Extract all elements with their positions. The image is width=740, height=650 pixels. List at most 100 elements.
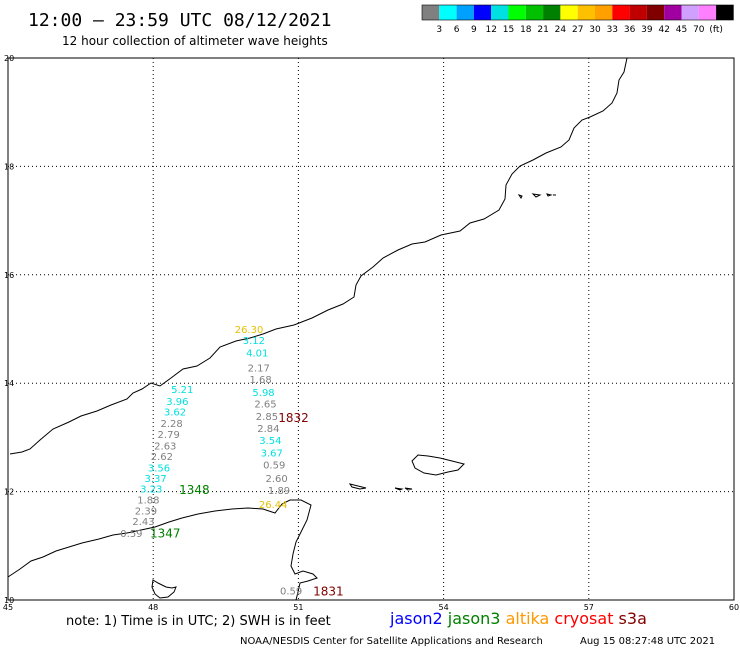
scale-label: 18: [520, 25, 532, 35]
somalia-inland-blob: [151, 579, 177, 599]
scale-swatch: [473, 5, 492, 20]
scale-swatch: [577, 5, 595, 20]
scale-label: (ft): [709, 25, 723, 35]
wave-height-color-scale: 3 6 9 12 15 18 21 24 27 30 33 36 39 42 45 70 (ft): [421, 4, 734, 35]
credit-text: NOAA/NESDIS Center for Satellite Applica…: [240, 636, 543, 647]
scale-label: 45: [676, 25, 687, 35]
wave-height-value: 2.17: [248, 363, 270, 374]
scale-swatch: [612, 5, 630, 20]
wave-height-value: 3.67: [261, 448, 283, 459]
units-note: note: 1) Time is in UTC; 2) SWH is in fe…: [66, 614, 331, 629]
wave-height-value: 4.01: [246, 349, 268, 360]
wave-height-observations: 26.303.12 4.01 2.171.68 5.21 5.98 3.96 2.65 3.6…: [120, 325, 302, 598]
wave-height-value: 2.65: [254, 400, 276, 411]
scale-label: 6: [454, 25, 460, 35]
lon-tick-label: 60: [729, 603, 739, 612]
pass-time-label: 1347: [150, 527, 181, 541]
lon-tick-label: 54: [439, 603, 449, 612]
wave-height-value: 2.85: [256, 412, 278, 423]
wave-height-value: 2.60: [265, 474, 287, 485]
lon-tick-label: 51: [293, 603, 303, 612]
scale-label: 21: [537, 25, 548, 35]
scale-label: 39: [641, 25, 653, 35]
wave-height-value: 3.56: [148, 464, 170, 475]
map-frame: [7, 57, 735, 601]
wave-height-value: 26.44: [259, 500, 288, 511]
wave-height-value: 3.23: [140, 485, 162, 496]
wave-height-value: 2.63: [154, 441, 176, 452]
scale-label: 42: [658, 25, 669, 35]
scale-swatch: [646, 5, 665, 20]
map-title: 12:00 – 23:59 UTC 08/12/2021: [28, 10, 331, 31]
abd-al-kuri-island: [348, 483, 367, 490]
wave-height-value: 0.59: [280, 587, 302, 598]
lat-tick-label: 16: [4, 271, 14, 280]
wave-height-value: 1.88: [137, 496, 159, 507]
scale-swatch: [525, 5, 544, 20]
satellite-cryosat: cryosat: [549, 609, 613, 628]
lon-tick-label: 45: [3, 603, 13, 612]
coastline: [7, 57, 628, 601]
scale-swatch: [543, 5, 561, 20]
scale-swatch: [491, 5, 509, 20]
pass-time-labels: 1348 1347 1832 1831: [150, 411, 344, 598]
lat-tick-label: 12: [4, 488, 14, 497]
scale-label: 30: [589, 25, 601, 35]
darsa-island: [394, 487, 404, 491]
scale-label: 12: [485, 25, 496, 35]
scale-label: 15: [503, 25, 514, 35]
wave-height-value: 2.39: [135, 506, 157, 517]
wave-height-value: 26.30: [235, 325, 264, 336]
scale-label: 3: [436, 25, 442, 35]
kuria-muria-island-1: [517, 194, 523, 199]
arabian-coastline: [9, 57, 628, 455]
scale-label: 27: [572, 25, 583, 35]
socotra-island: [411, 454, 465, 476]
lat-tick-label: 10: [4, 596, 14, 605]
scale-swatch: [595, 5, 613, 20]
wave-height-value: 3.96: [166, 397, 188, 408]
satellite-legend: jason2 jason3 altika cryosat s3a: [389, 609, 647, 628]
scale-label: 9: [471, 25, 477, 35]
lon-tick-label: 48: [148, 603, 158, 612]
scale-label: 36: [624, 25, 636, 35]
wave-height-value: 3.12: [243, 336, 265, 347]
wave-height-value: 5.98: [252, 388, 274, 399]
scale-swatch: [629, 5, 647, 20]
lon-tick-label: 57: [584, 603, 594, 612]
lat-tick-label: 18: [4, 162, 14, 171]
lat-tick-label: 14: [4, 379, 14, 388]
scale-label: 24: [555, 25, 567, 35]
kuria-muria-island-2: [531, 193, 542, 198]
scale-swatch: [422, 5, 440, 20]
somalia-coastline: [7, 499, 318, 601]
wave-height-value: 0.59: [120, 529, 142, 540]
wave-height-value: 2.84: [257, 424, 279, 435]
scale-swatch: [664, 5, 682, 20]
lat-tick-label: 20: [4, 54, 14, 63]
wave-height-value: 2.43: [132, 517, 154, 528]
scale-swatch: [698, 5, 717, 20]
scale-swatch: [716, 5, 734, 20]
pass-time-label: 1832: [278, 411, 309, 425]
map-subtitle: 12 hour collection of altimeter wave hei…: [62, 34, 328, 48]
wave-height-value: 5.21: [171, 385, 193, 396]
satellite-jason3: jason3: [443, 609, 501, 628]
scale-swatch: [456, 5, 474, 20]
wave-height-value: 1.68: [250, 375, 272, 386]
satellite-jason2: jason2: [389, 609, 443, 628]
kuria-muria-island-3: [546, 193, 553, 197]
wave-height-value: 3.37: [144, 474, 166, 485]
wave-height-value: 0.59: [263, 460, 285, 471]
pass-time-label: 1831: [313, 585, 344, 599]
scale-swatch: [681, 5, 699, 20]
scale-label: 33: [607, 25, 618, 35]
wave-height-value: 2.62: [151, 452, 173, 463]
scale-border: [421, 4, 734, 21]
wave-height-value: 2.28: [160, 419, 182, 430]
scale-label: 70: [693, 25, 705, 35]
pass-time-label: 1348: [179, 483, 210, 497]
samhah-island: [404, 487, 413, 491]
